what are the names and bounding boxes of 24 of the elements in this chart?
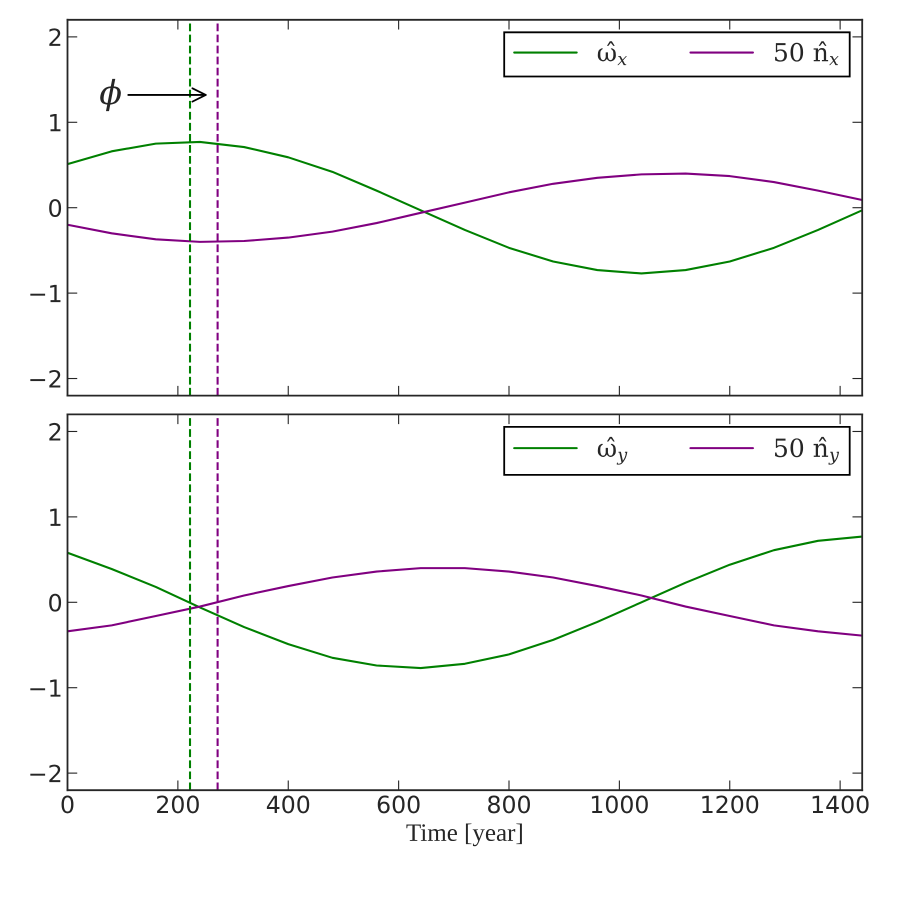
- y-tick-label: −1: [30, 284, 60, 302]
- y-tick-label: −2: [30, 764, 60, 782]
- x-tick-label: 200: [157, 795, 199, 814]
- x-tick-label: 400: [266, 795, 310, 814]
- y-tick-label: 2: [49, 422, 60, 440]
- y-tick-label: 0: [49, 594, 62, 612]
- y-tick-label: 1: [50, 114, 60, 132]
- x-tick-label: 0: [62, 795, 74, 814]
- x-tick-label: 1400: [812, 795, 869, 814]
- legend-label: 50 n̂$_{x}$: [775, 41, 839, 66]
- legend-label: ω̂$_{x}$: [598, 41, 627, 66]
- y-tick-label: 1: [50, 508, 60, 526]
- x-tick-label: 1000: [592, 795, 648, 814]
- x-tick-label: 600: [378, 795, 420, 814]
- annotation: ϕ: [100, 78, 121, 112]
- y-tick-label: 0: [49, 199, 62, 218]
- y-tick-label: −2: [30, 370, 60, 388]
- x-tick-label: 800: [488, 795, 530, 814]
- x-tick-label: 1200: [702, 795, 758, 814]
- legend-label: ω̂$_{y}$: [598, 436, 628, 465]
- x-axis-title: Time [year]: [406, 823, 522, 846]
- legend-label: 50 n̂$_{y}$: [775, 436, 840, 465]
- y-tick-label: −1: [30, 679, 60, 697]
- y-tick-label: 2: [49, 28, 60, 46]
